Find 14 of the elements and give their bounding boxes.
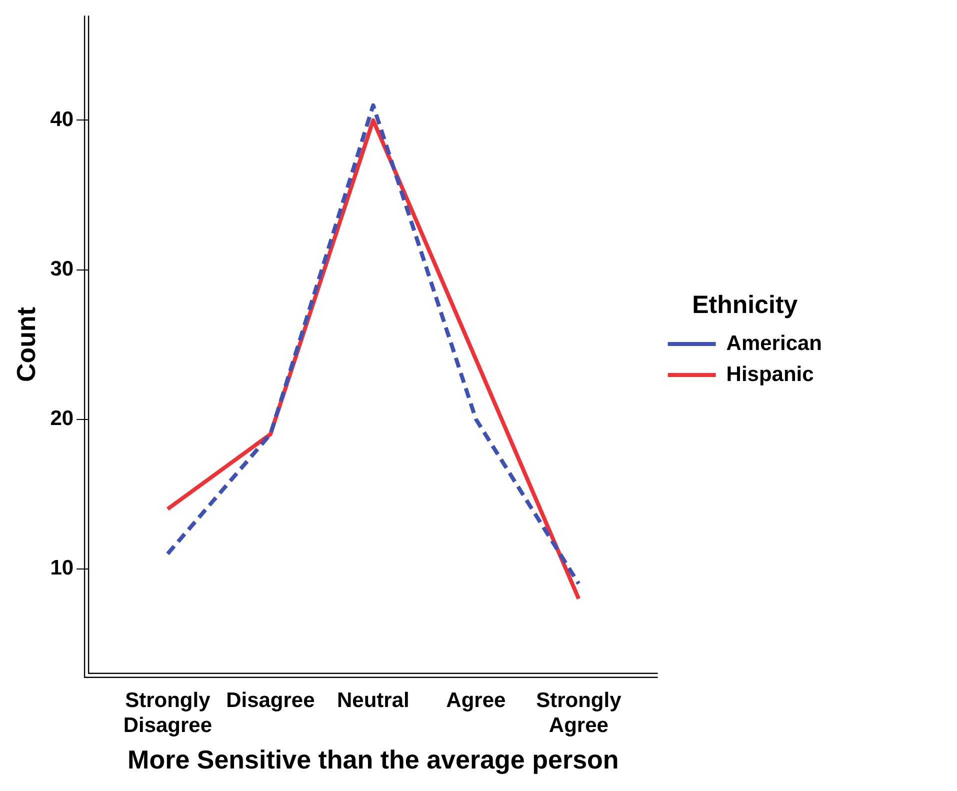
- y-tick-label: 10: [50, 556, 74, 580]
- y-tick-label: 30: [50, 258, 74, 281]
- x-tick-label: Agree: [446, 688, 506, 712]
- legend-title: Ethnicity: [692, 290, 798, 319]
- y-axis-title: Count: [10, 306, 41, 382]
- legend-label: Hispanic: [726, 362, 814, 386]
- x-axis-title: More Sensitive than the average person: [128, 744, 619, 775]
- x-tick-label: Strongly Agree: [536, 688, 622, 737]
- x-tick-label: Neutral: [336, 688, 410, 712]
- x-tick-label: Disagree: [226, 688, 315, 712]
- y-tick-label: 40: [50, 108, 74, 132]
- x-tick-label: Strongly Disagree: [123, 688, 212, 737]
- legend-label: American: [726, 332, 822, 355]
- y-tick-label: 20: [50, 407, 74, 430]
